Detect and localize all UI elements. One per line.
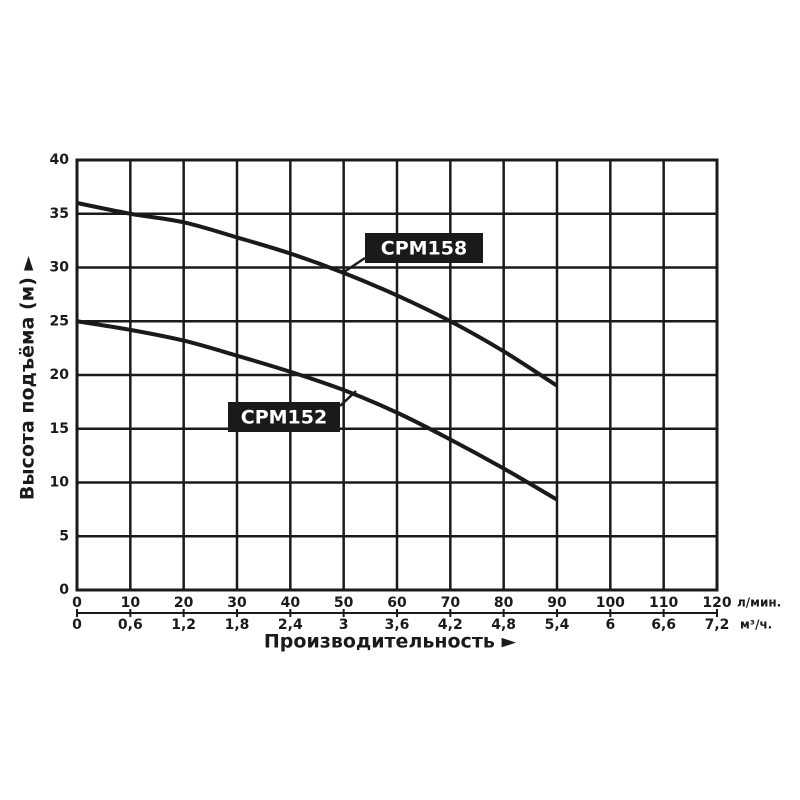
label-pointer xyxy=(343,256,366,274)
x-tick-label: 110 xyxy=(649,595,678,611)
x-tick-label: 10 xyxy=(121,595,141,611)
x-tick-label: 30 xyxy=(227,595,247,611)
label-box xyxy=(228,402,340,432)
series-label: CPM158 xyxy=(381,238,467,260)
x-tick-label: 60 xyxy=(387,595,407,611)
x2-tick-label: 4,8 xyxy=(491,617,516,633)
y-tick-label: 25 xyxy=(50,313,69,329)
x2-tick-label: 6,6 xyxy=(651,617,676,633)
x-tick-label: 100 xyxy=(596,595,625,611)
x2-tick-label: 3 xyxy=(339,617,349,633)
y-tick-label: 20 xyxy=(50,367,70,383)
x2-tick-label: 4,2 xyxy=(438,617,463,633)
x2-tick-label: 5,4 xyxy=(545,617,570,633)
x2-tick-label: 1,2 xyxy=(171,617,196,633)
x-unit: л/мин. xyxy=(737,596,781,610)
x2-tick-label: 7,2 xyxy=(705,617,730,633)
y-axis-label: Высота подъёма (м) ► xyxy=(17,256,39,501)
label-box xyxy=(365,233,483,263)
x-tick-label: 0 xyxy=(72,595,82,611)
x2-tick-label: 0 xyxy=(72,617,82,633)
x-tick-label: 40 xyxy=(281,595,301,611)
y-tick-label: 30 xyxy=(50,260,70,276)
x2-tick-label: 2,4 xyxy=(278,617,303,633)
x-tick-label: 50 xyxy=(334,595,354,611)
y-tick-label: 0 xyxy=(59,582,69,598)
x2-tick-label: 3,6 xyxy=(385,617,410,633)
curve xyxy=(76,319,559,502)
y-tick-label: 10 xyxy=(50,475,70,491)
label-pointer xyxy=(339,390,357,407)
y-tick-label: 40 xyxy=(50,152,70,168)
x2-unit: м³/ч. xyxy=(740,618,772,632)
x-tick-label: 80 xyxy=(494,595,514,611)
x-tick-label: 70 xyxy=(441,595,461,611)
y-tick-label: 5 xyxy=(59,528,69,544)
x-tick-label: 120 xyxy=(702,595,731,611)
plot-border xyxy=(75,158,719,592)
x2-tick-label: 6 xyxy=(605,617,615,633)
series-label: CPM152 xyxy=(241,407,327,429)
x-axis-label: Производительность ► xyxy=(264,631,517,653)
x-tick-label: 20 xyxy=(174,595,194,611)
y-tick-label: 15 xyxy=(50,421,69,437)
x-tick-label: 90 xyxy=(547,595,567,611)
x2-tick-label: 1,8 xyxy=(225,617,250,633)
curve xyxy=(76,201,559,388)
x2-tick-label: 0,6 xyxy=(118,617,143,633)
y-tick-label: 35 xyxy=(50,206,69,222)
